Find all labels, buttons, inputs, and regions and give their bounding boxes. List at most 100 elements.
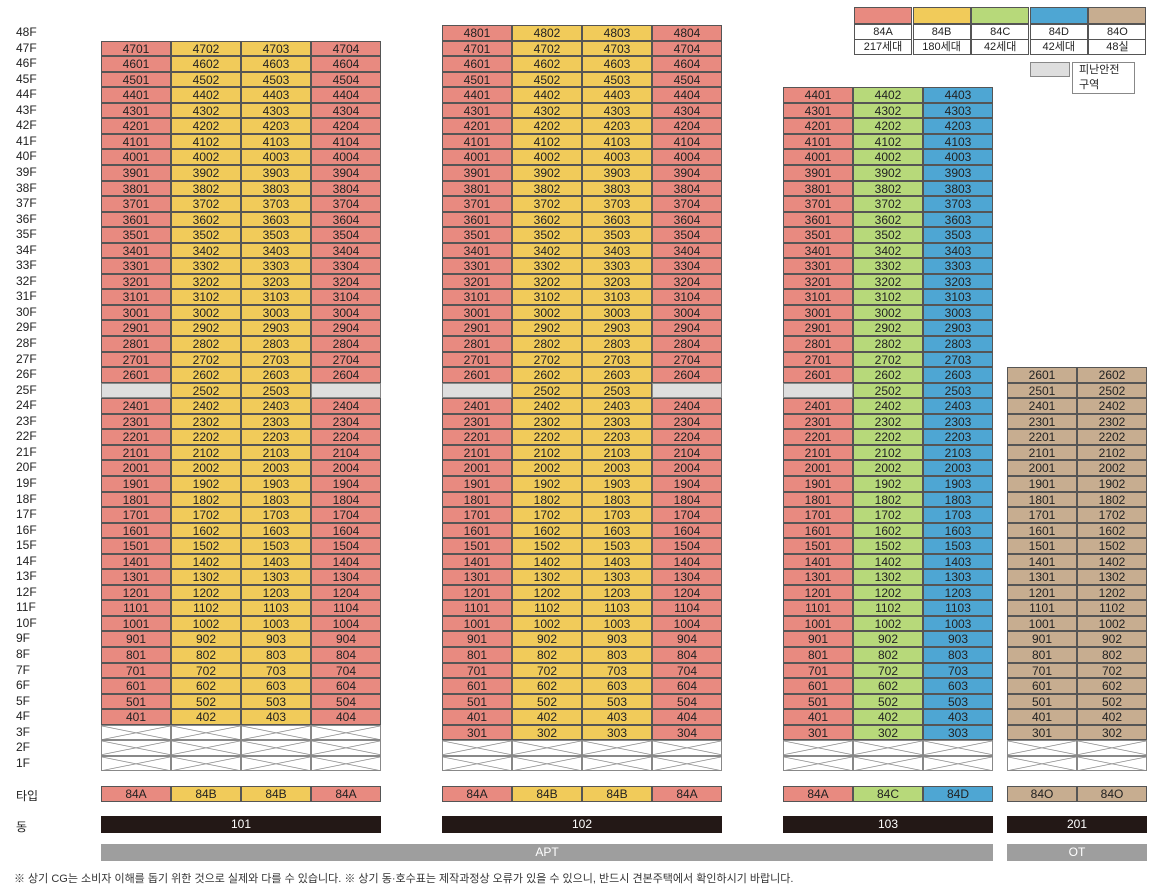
unit-cell[interactable]: 3503 <box>923 227 993 243</box>
unit-cell[interactable]: 3404 <box>311 242 381 259</box>
unit-cell[interactable]: 1601 <box>442 522 512 539</box>
unit-cell[interactable]: 1702 <box>171 507 241 523</box>
unit-cell[interactable]: 604 <box>311 678 381 694</box>
unit-cell[interactable]: 4604 <box>652 56 722 72</box>
unit-cell[interactable]: 703 <box>582 662 652 679</box>
unit-cell[interactable]: 2304 <box>311 413 381 430</box>
unit-cell[interactable]: 3402 <box>171 242 241 259</box>
unit-cell[interactable]: 4701 <box>442 40 512 57</box>
unit-cell[interactable]: 3001 <box>101 304 171 321</box>
unit-cell[interactable]: 3603 <box>923 211 993 228</box>
unit-cell[interactable]: 4602 <box>512 56 582 72</box>
unit-cell[interactable]: 1004 <box>311 615 381 632</box>
unit-cell[interactable]: 1803 <box>582 491 652 508</box>
unit-cell[interactable]: 2604 <box>652 367 722 383</box>
unit-cell[interactable]: 1903 <box>241 475 311 492</box>
unit-cell[interactable]: 1702 <box>512 507 582 523</box>
unit-cell[interactable]: 4404 <box>311 87 381 103</box>
unit-cell[interactable]: 1203 <box>923 584 993 601</box>
unit-cell[interactable]: 403 <box>923 709 993 725</box>
unit-cell[interactable]: 903 <box>241 631 311 648</box>
unit-cell[interactable]: 2804 <box>652 336 722 352</box>
unit-cell[interactable]: 2603 <box>241 367 311 383</box>
unit-cell[interactable]: 1701 <box>101 507 171 523</box>
unit-cell[interactable]: 1803 <box>241 491 311 508</box>
unit-cell[interactable]: 2903 <box>582 320 652 337</box>
unit-cell[interactable]: 1601 <box>783 522 853 539</box>
unit-cell[interactable]: 704 <box>311 662 381 679</box>
unit-cell[interactable]: 4601 <box>442 56 512 72</box>
unit-cell[interactable]: 4001 <box>101 149 171 165</box>
unit-cell[interactable]: 3503 <box>582 227 652 243</box>
unit-cell[interactable]: 2403 <box>923 398 993 414</box>
unit-cell[interactable]: 1604 <box>652 522 722 539</box>
unit-cell[interactable]: 702 <box>853 662 923 679</box>
unit-cell[interactable]: 2001 <box>101 460 171 476</box>
unit-cell[interactable]: 3303 <box>241 258 311 274</box>
unit-cell[interactable]: 4103 <box>923 133 993 150</box>
unit-cell[interactable]: 1302 <box>1077 569 1147 585</box>
unit-cell[interactable]: 1602 <box>853 522 923 539</box>
unit-cell[interactable]: 3802 <box>853 180 923 197</box>
unit-cell[interactable]: 803 <box>582 647 652 663</box>
unit-cell[interactable]: 1304 <box>311 569 381 585</box>
unit-cell[interactable]: 2404 <box>652 398 722 414</box>
unit-cell[interactable]: 801 <box>101 647 171 663</box>
unit-cell[interactable]: 402 <box>512 709 582 725</box>
unit-cell[interactable]: 3604 <box>652 211 722 228</box>
unit-cell[interactable]: 3502 <box>512 227 582 243</box>
unit-cell[interactable]: 4404 <box>652 87 722 103</box>
unit-cell[interactable]: 1801 <box>442 491 512 508</box>
unit-cell[interactable]: 1001 <box>1007 615 1077 632</box>
unit-cell[interactable]: 2302 <box>1077 413 1147 430</box>
unit-cell[interactable]: 902 <box>171 631 241 648</box>
unit-cell[interactable]: 3504 <box>311 227 381 243</box>
unit-cell[interactable]: 1102 <box>512 600 582 616</box>
unit-cell[interactable]: 3103 <box>582 289 652 305</box>
unit-cell[interactable]: 3303 <box>582 258 652 274</box>
unit-cell[interactable]: 4104 <box>311 133 381 150</box>
unit-cell[interactable]: 4503 <box>241 71 311 88</box>
unit-cell[interactable]: 1104 <box>652 600 722 616</box>
unit-cell[interactable]: 2903 <box>241 320 311 337</box>
unit-cell[interactable]: 1701 <box>783 507 853 523</box>
unit-cell[interactable]: 2402 <box>853 398 923 414</box>
unit-cell[interactable]: 4402 <box>512 87 582 103</box>
unit-cell[interactable]: 3102 <box>853 289 923 305</box>
unit-cell[interactable]: 1402 <box>171 553 241 570</box>
unit-cell[interactable]: 4103 <box>241 133 311 150</box>
unit-cell[interactable]: 1801 <box>1007 491 1077 508</box>
unit-cell[interactable]: 2601 <box>783 367 853 383</box>
unit-cell[interactable]: 4102 <box>853 133 923 150</box>
unit-cell[interactable]: 1001 <box>101 615 171 632</box>
unit-cell[interactable]: 2102 <box>1077 444 1147 461</box>
unit-cell[interactable]: 3402 <box>853 242 923 259</box>
unit-cell[interactable]: 2101 <box>783 444 853 461</box>
unit-cell[interactable]: 1102 <box>853 600 923 616</box>
unit-cell[interactable]: 4601 <box>101 56 171 72</box>
unit-cell[interactable]: 4304 <box>311 102 381 119</box>
unit-cell[interactable]: 2303 <box>923 413 993 430</box>
unit-cell[interactable]: 902 <box>512 631 582 648</box>
unit-cell[interactable]: 3703 <box>582 196 652 212</box>
unit-cell[interactable]: 1403 <box>241 553 311 570</box>
unit-cell[interactable]: 3303 <box>923 258 993 274</box>
unit-cell[interactable]: 3202 <box>512 273 582 290</box>
unit-cell[interactable]: 1202 <box>1077 584 1147 601</box>
unit-cell[interactable]: 2602 <box>1077 367 1147 383</box>
unit-cell[interactable]: 2803 <box>923 336 993 352</box>
unit-cell[interactable]: 2901 <box>442 320 512 337</box>
unit-cell[interactable]: 3501 <box>101 227 171 243</box>
unit-cell[interactable]: 4502 <box>171 71 241 88</box>
unit-cell[interactable]: 702 <box>171 662 241 679</box>
unit-cell[interactable]: 1903 <box>923 475 993 492</box>
unit-cell[interactable]: 2801 <box>783 336 853 352</box>
unit-cell[interactable]: 2201 <box>1007 429 1077 445</box>
unit-cell[interactable]: 3401 <box>783 242 853 259</box>
unit-cell[interactable]: 1603 <box>923 522 993 539</box>
unit-cell[interactable]: 702 <box>512 662 582 679</box>
unit-cell[interactable]: 2202 <box>853 429 923 445</box>
unit-cell[interactable]: 1902 <box>1077 475 1147 492</box>
unit-cell[interactable]: 403 <box>582 709 652 725</box>
unit-cell[interactable]: 4604 <box>311 56 381 72</box>
